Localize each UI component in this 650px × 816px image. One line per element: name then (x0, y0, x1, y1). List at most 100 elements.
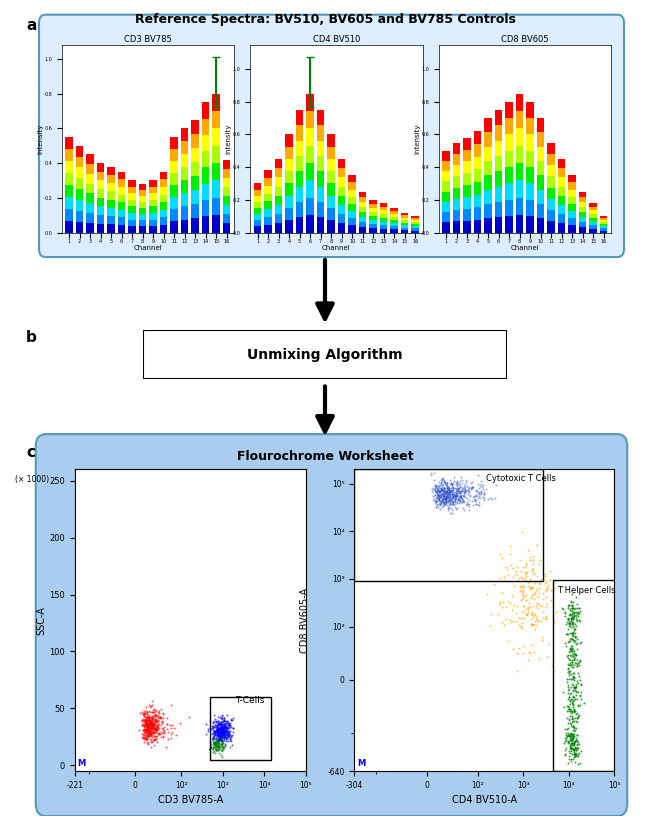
Point (218, 721, 228, 734)
Bar (443, 151, 450, 161)
Point (209, 721, 220, 734)
Bar (97, 215, 104, 224)
Point (528, 600, 539, 613)
Bar (265, 209, 272, 217)
Point (430, 484, 441, 497)
Bar (265, 202, 272, 209)
Bar (359, 212, 367, 217)
Point (215, 721, 226, 734)
Bar (170, 220, 178, 233)
Point (151, 709, 161, 722)
Point (452, 497, 462, 510)
Bar (590, 225, 597, 228)
Point (142, 731, 152, 744)
Point (216, 748, 226, 761)
Point (467, 490, 478, 503)
Bar (359, 197, 367, 202)
Point (440, 491, 450, 504)
Point (441, 486, 452, 499)
Point (139, 725, 150, 738)
Point (146, 699, 157, 712)
Point (437, 487, 447, 500)
Point (151, 721, 162, 734)
Point (150, 730, 161, 743)
Point (142, 721, 153, 734)
Point (214, 715, 225, 728)
Bar (213, 180, 220, 197)
Point (460, 481, 470, 494)
Point (441, 487, 451, 500)
Point (210, 738, 220, 752)
Point (216, 716, 226, 729)
Point (514, 611, 525, 624)
Point (151, 720, 162, 733)
Point (442, 479, 452, 492)
Point (144, 716, 154, 729)
Point (141, 712, 151, 725)
Point (560, 748, 570, 761)
Bar (474, 157, 481, 169)
Point (147, 713, 157, 726)
Point (216, 739, 226, 752)
Point (460, 490, 471, 503)
Bar (285, 171, 293, 184)
Point (566, 707, 577, 720)
Point (476, 475, 486, 488)
Point (210, 738, 220, 751)
Bar (537, 175, 544, 189)
Point (216, 722, 227, 735)
Point (508, 561, 519, 574)
Point (216, 708, 227, 721)
Point (564, 614, 575, 628)
Point (151, 724, 161, 737)
Point (573, 610, 583, 623)
Point (219, 717, 229, 730)
Point (430, 488, 440, 501)
Point (150, 721, 161, 734)
Point (474, 490, 484, 503)
Point (213, 717, 224, 730)
Point (146, 715, 156, 728)
Bar (558, 177, 566, 187)
Point (531, 600, 541, 613)
Point (430, 496, 440, 509)
Bar (66, 184, 73, 197)
Point (211, 738, 221, 752)
Point (523, 543, 533, 557)
Point (214, 730, 224, 743)
X-axis label: CD4 BV510-A: CD4 BV510-A (452, 796, 517, 805)
Point (441, 489, 452, 502)
Point (530, 623, 541, 636)
Point (475, 486, 486, 499)
Point (146, 716, 156, 729)
Point (566, 632, 576, 645)
Point (220, 737, 230, 750)
Point (156, 730, 166, 743)
Point (217, 738, 228, 752)
Point (568, 617, 578, 630)
Bar (275, 224, 282, 233)
Bar (66, 220, 73, 233)
Point (563, 662, 573, 675)
Point (140, 722, 150, 735)
Point (434, 479, 445, 492)
Point (541, 601, 551, 614)
Point (147, 715, 157, 728)
Point (207, 722, 218, 735)
Point (138, 718, 148, 731)
Point (437, 490, 448, 503)
Bar (338, 214, 345, 224)
Point (457, 492, 467, 505)
Point (213, 736, 223, 749)
Point (218, 743, 229, 756)
Point (567, 728, 577, 741)
Bar (411, 230, 419, 233)
Bar (107, 216, 115, 224)
Point (228, 721, 239, 734)
Point (441, 492, 452, 505)
Point (146, 710, 157, 723)
Point (443, 491, 454, 504)
Point (452, 502, 463, 515)
Point (144, 718, 154, 731)
Point (212, 734, 222, 747)
